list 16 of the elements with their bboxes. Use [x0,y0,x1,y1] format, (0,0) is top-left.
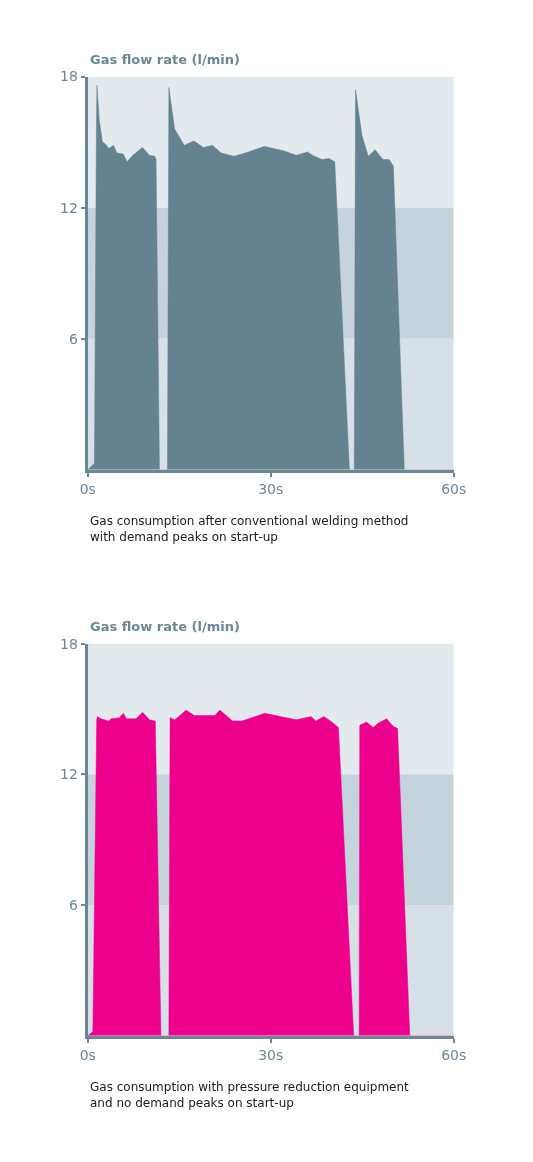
x-tick-label: 60s [441,480,467,497]
text: Gas consumption with pressure reduction equipment and no demand peaks on start-up [90,1080,410,1110]
y-tick-label: 6 [69,330,79,347]
y-tick-label: 12 [60,199,78,216]
y-axis-title: Gas flow rate (l/min) [90,619,240,634]
y-tick-label: 18 [60,635,78,652]
y-tick-label: 12 [60,766,78,783]
y-tick-label: 18 [60,68,78,85]
x-tick-label: 30s [258,1046,284,1063]
y-tick-label: 6 [69,897,79,914]
y-axis-title: Gas flow rate (l/min) [90,52,240,67]
x-tick-label: 0s [79,1046,96,1063]
x-tick-label: 0s [79,480,96,497]
text: Gas consumption after conventional welding method with demand peaks on start-up [90,514,409,544]
x-tick-label: 60s [441,1046,467,1063]
x-tick-label: 30s [258,480,284,497]
